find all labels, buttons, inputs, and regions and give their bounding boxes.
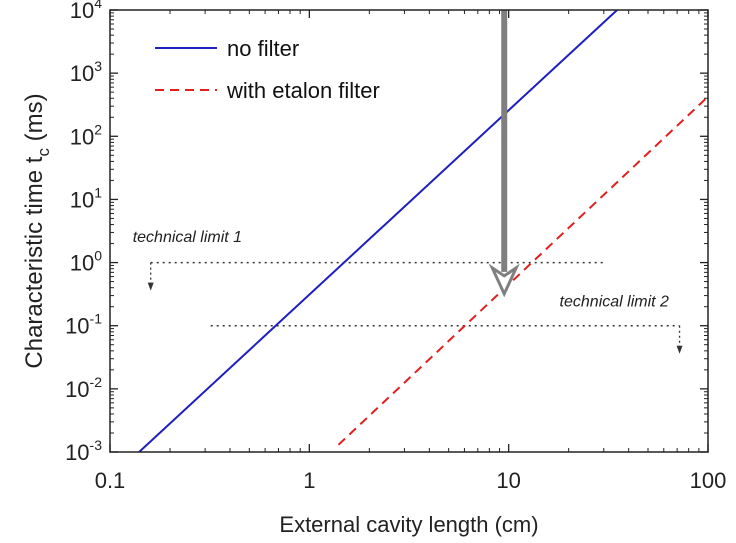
y-tick-base: 10 xyxy=(70,187,94,212)
x-axis-title: External cavity length (cm) xyxy=(279,512,538,537)
technical-limit-label: technical limit 2 xyxy=(560,294,669,311)
y-tick-base: 10 xyxy=(70,124,94,149)
technical-limit-arrow-head xyxy=(147,282,154,291)
x-tick-label: 100 xyxy=(690,468,727,493)
big-arrow-head xyxy=(488,263,520,298)
x-tick-label: 1 xyxy=(303,468,315,493)
y-tick-base: 10 xyxy=(70,0,94,23)
series-layer xyxy=(138,10,707,452)
y-tick-label: 101 xyxy=(70,184,102,212)
legend: no filter with etalon filter xyxy=(155,36,380,103)
legend-label: with etalon filter xyxy=(226,78,380,103)
y-axis-title-subscript: c xyxy=(34,148,53,157)
x-tick-label: 10 xyxy=(496,468,520,493)
y-tick-exponent: 1 xyxy=(94,184,102,200)
y-tick-exponent: 2 xyxy=(94,121,102,137)
y-tick-label: 10-3 xyxy=(65,437,102,465)
series-line xyxy=(337,97,707,446)
y-tick-label: 10-1 xyxy=(65,311,102,339)
x-tick-label: 0.1 xyxy=(95,468,126,493)
plot-frame xyxy=(109,9,709,453)
y-tick-exponent: 0 xyxy=(94,248,102,264)
y-tick-base: 10 xyxy=(70,251,94,276)
legend-label: no filter xyxy=(227,36,299,61)
y-tick-label: 100 xyxy=(70,248,102,276)
y-tick-label: 104 xyxy=(70,0,102,23)
arrow-layer xyxy=(488,10,520,298)
y-tick-label: 103 xyxy=(70,58,102,86)
y-tick-exponent: -3 xyxy=(90,437,103,453)
technical-limit-label: technical limit 1 xyxy=(133,229,242,246)
y-tick-label: 102 xyxy=(70,121,102,149)
y-tick-exponent: -1 xyxy=(90,311,103,327)
y-axis-title: Characteristic time tc (ms) xyxy=(21,93,53,368)
technical-limit-arrow-head xyxy=(676,345,683,354)
y-tick-exponent: 3 xyxy=(94,58,102,74)
y-axis-title-main: Characteristic time t xyxy=(21,156,48,368)
series-line xyxy=(138,10,618,452)
y-axis-title-unit: (ms) xyxy=(21,93,48,148)
y-tick-exponent: 4 xyxy=(94,0,102,11)
y-tick-base: 10 xyxy=(70,61,94,86)
y-tick-exponent: -2 xyxy=(90,374,103,390)
y-tick-base: 10 xyxy=(65,314,89,339)
annotation-layer: technical limit 1 technical limit 2 xyxy=(133,229,683,354)
y-tick-base: 10 xyxy=(65,440,89,465)
y-tick-label: 10-2 xyxy=(65,374,102,402)
y-tick-base: 10 xyxy=(65,377,89,402)
axis-titles: External cavity length (cm) Characteristi… xyxy=(21,93,539,537)
